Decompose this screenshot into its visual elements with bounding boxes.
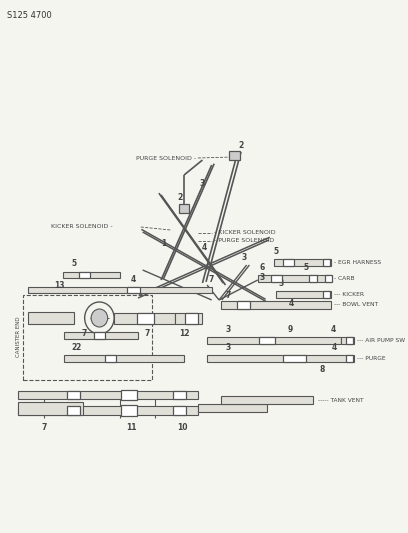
Text: 3: 3 [200, 179, 205, 188]
Bar [258, 274, 331, 281]
Text: 3: 3 [279, 279, 284, 288]
Bar [114, 312, 175, 324]
Text: 5: 5 [71, 260, 76, 269]
Bar [79, 272, 90, 278]
Text: 7: 7 [82, 328, 87, 337]
Bar [28, 312, 73, 324]
Bar [221, 301, 331, 309]
Text: KICKER SOLENOID -: KICKER SOLENOID - [51, 224, 112, 230]
Bar [283, 259, 294, 265]
Bar [325, 274, 332, 281]
Bar [28, 287, 212, 293]
Text: CANISTER END: CANISTER END [16, 317, 21, 357]
Bar [173, 406, 186, 415]
Text: - EGR HARNESS: - EGR HARNESS [334, 260, 381, 264]
Bar [229, 150, 240, 159]
Text: --- AIR PUMP SW: --- AIR PUMP SW [357, 337, 405, 343]
Bar [207, 354, 354, 361]
Bar [18, 401, 83, 415]
Text: 2: 2 [75, 343, 81, 351]
Text: 4: 4 [330, 326, 336, 335]
Text: 2: 2 [239, 141, 244, 149]
Bar [121, 390, 137, 400]
Text: 7: 7 [144, 328, 150, 337]
Bar [18, 406, 198, 415]
Text: 5: 5 [303, 263, 308, 272]
Bar [64, 354, 184, 361]
Text: 7: 7 [42, 424, 47, 432]
Text: 3: 3 [259, 273, 265, 282]
Text: --- PURGE: --- PURGE [357, 356, 386, 360]
Bar [346, 354, 353, 361]
Text: 3: 3 [226, 326, 231, 335]
Bar [173, 391, 186, 399]
Bar [67, 406, 80, 415]
Bar [341, 336, 354, 343]
Bar [309, 274, 317, 281]
Text: 7: 7 [226, 290, 231, 300]
Text: - PURGE SOLENOID: - PURGE SOLENOID [213, 238, 274, 244]
Bar [207, 336, 341, 343]
Text: --- KICKER: --- KICKER [334, 292, 364, 296]
Bar [221, 396, 313, 404]
Bar [185, 312, 198, 324]
Text: 11: 11 [126, 424, 137, 432]
Text: 6: 6 [259, 263, 265, 272]
Bar [323, 290, 330, 297]
Bar [175, 312, 202, 324]
Bar [137, 312, 154, 324]
Bar [198, 404, 267, 412]
Bar [283, 354, 306, 361]
Bar [62, 272, 120, 278]
Text: S125 4700: S125 4700 [7, 11, 52, 20]
Text: --- BOWL VENT: --- BOWL VENT [334, 303, 378, 308]
Bar [67, 391, 80, 399]
Bar [274, 259, 331, 265]
Text: PURGE SOLENOID -: PURGE SOLENOID - [136, 156, 196, 160]
Bar [23, 295, 152, 380]
Bar [94, 332, 105, 338]
Text: - KICKER SOLENOID: - KICKER SOLENOID [213, 230, 275, 236]
Text: 4: 4 [202, 244, 207, 253]
Text: 12: 12 [179, 328, 189, 337]
Text: 4: 4 [288, 300, 293, 309]
Text: 2: 2 [178, 193, 183, 203]
Bar [271, 274, 282, 281]
Bar [64, 332, 138, 338]
Text: 8: 8 [319, 366, 325, 375]
Circle shape [91, 309, 108, 327]
Bar [105, 354, 116, 361]
Bar [346, 336, 353, 343]
Bar [18, 391, 198, 399]
Text: ----- TANK VENT: ----- TANK VENT [317, 398, 363, 402]
Text: 7: 7 [209, 276, 214, 285]
Text: 5: 5 [273, 247, 279, 256]
Bar [323, 259, 330, 265]
Text: 1: 1 [161, 239, 166, 248]
Text: 3: 3 [241, 254, 246, 262]
Bar [180, 204, 188, 213]
Bar [259, 336, 275, 343]
Bar [237, 301, 251, 309]
Text: 13: 13 [55, 280, 65, 289]
Text: 4: 4 [331, 343, 337, 352]
Text: 10: 10 [177, 424, 188, 432]
Text: 9: 9 [287, 326, 293, 335]
Text: 4: 4 [131, 276, 136, 285]
Text: 3: 3 [226, 343, 231, 352]
Bar [276, 290, 331, 297]
Bar [121, 405, 137, 416]
Text: 2: 2 [71, 343, 76, 352]
Bar [127, 287, 140, 293]
Text: - CARB: - CARB [334, 276, 355, 280]
